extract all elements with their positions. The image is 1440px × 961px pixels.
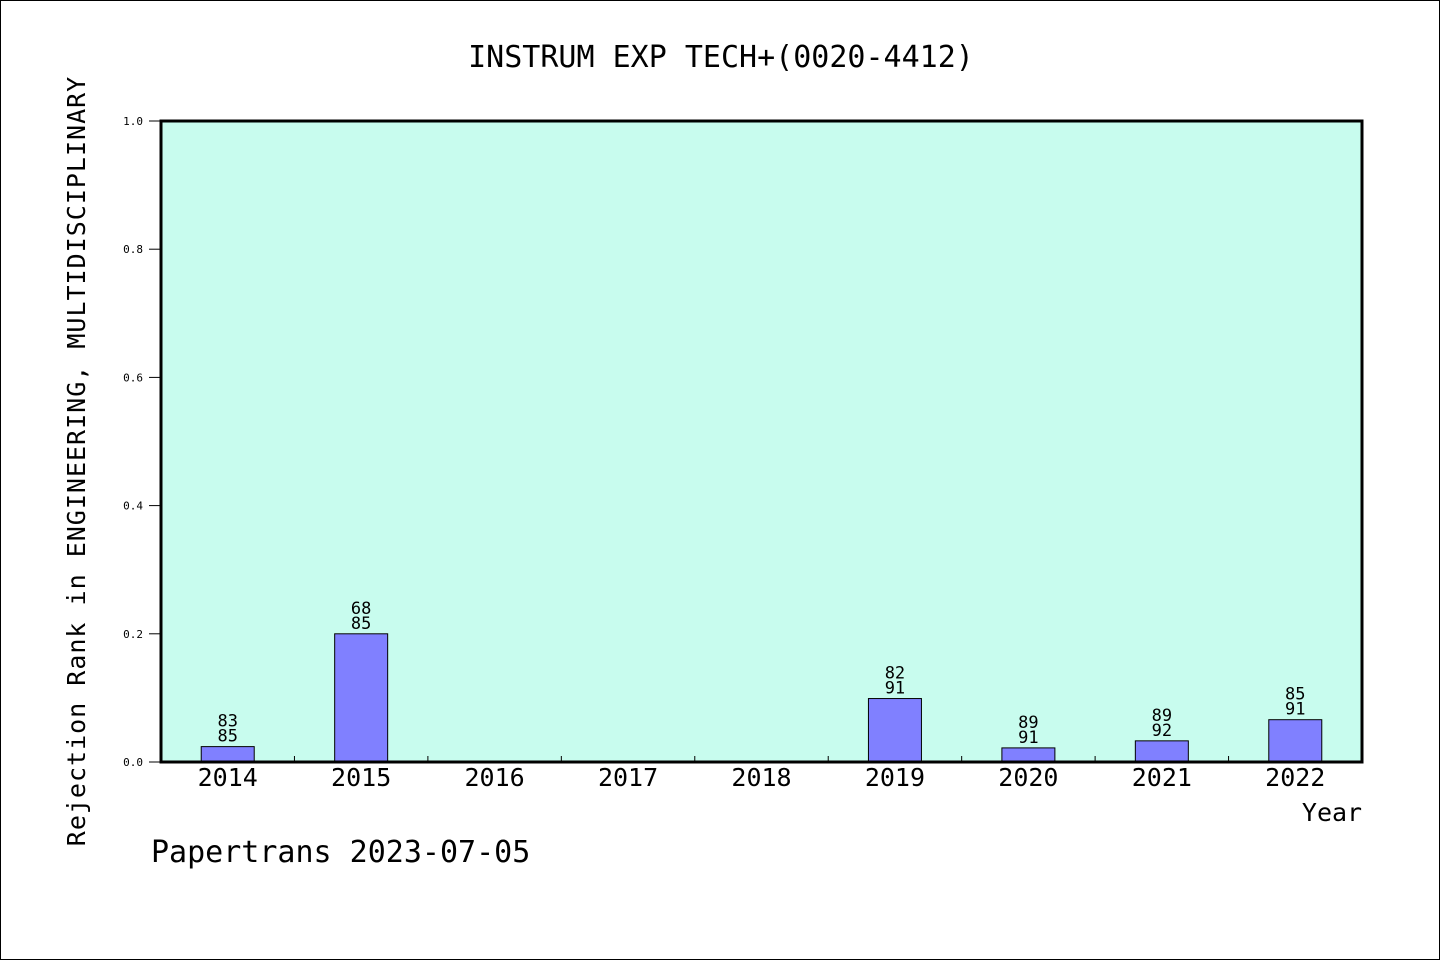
bar-label-total-2020: 91 [1018, 728, 1038, 748]
bar-label-total-2014: 85 [217, 727, 237, 747]
y-tick-label: 1.0 [123, 115, 143, 128]
bar-2020 [1001, 747, 1056, 763]
y-tick-label: 0.4 [123, 500, 143, 513]
x-axis-label: Year [1302, 798, 1362, 827]
bar-2021 [1134, 740, 1189, 763]
chart-title: INSTRUM EXP TECH+(0020-4412) [468, 40, 974, 75]
y-tick-label: 0.6 [123, 371, 143, 384]
bar-label-total-2015: 85 [351, 614, 371, 634]
y-axis-label: Rejection Rank in ENGINEERING, MULTIDISC… [62, 76, 91, 846]
x-tick-label-2018: 2018 [731, 763, 791, 792]
bar-2015 [334, 633, 389, 763]
bar-label-rank-2020: 89 [1018, 713, 1038, 733]
x-tick-label-2019: 2019 [865, 763, 925, 792]
x-tick-label-2017: 2017 [598, 763, 658, 792]
bar-label-total-2019: 91 [885, 679, 905, 699]
bar-label-rank-2014: 83 [217, 712, 237, 732]
x-tick-label-2015: 2015 [331, 763, 391, 792]
bar-2022 [1268, 719, 1323, 763]
bar-label-rank-2021: 89 [1152, 706, 1172, 726]
x-tick-label-2020: 2020 [998, 763, 1058, 792]
y-tick-label: 0.0 [123, 756, 143, 769]
bar-2014 [200, 746, 255, 763]
bar-label-total-2021: 92 [1152, 721, 1172, 741]
bar-label-rank-2019: 82 [885, 664, 905, 684]
plot-border [159, 119, 1364, 764]
y-tick-label: 0.2 [123, 628, 143, 641]
x-tick-label-2016: 2016 [465, 763, 525, 792]
y-tick-label: 0.8 [123, 243, 143, 256]
bar-label-rank-2022: 85 [1285, 685, 1305, 705]
x-tick-label-2021: 2021 [1132, 763, 1192, 792]
bar-2019 [867, 698, 922, 763]
footer-credit: Papertrans 2023-07-05 [151, 835, 531, 870]
x-tick-label-2014: 2014 [198, 763, 258, 792]
bar-label-total-2022: 91 [1285, 700, 1305, 720]
x-tick-label-2022: 2022 [1265, 763, 1325, 792]
bar-label-rank-2015: 68 [351, 599, 371, 619]
